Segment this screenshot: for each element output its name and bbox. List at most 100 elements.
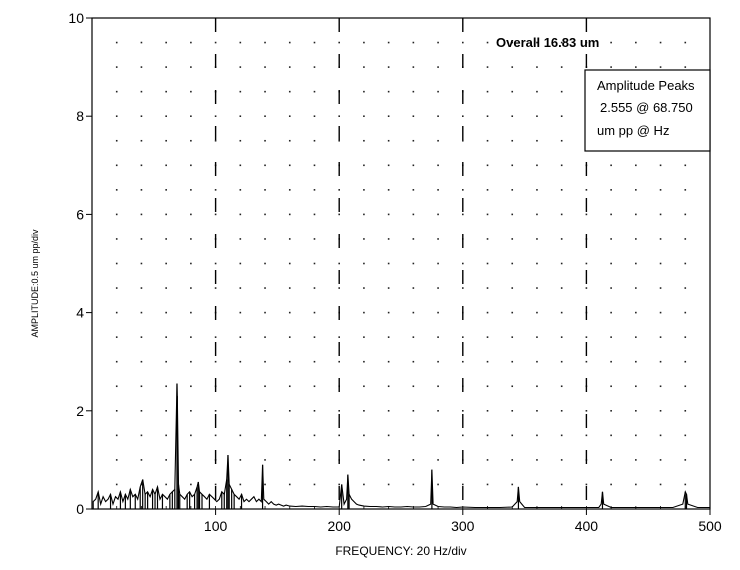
grid-dot <box>140 287 143 289</box>
grid-dot <box>115 90 118 93</box>
grid-dot <box>239 262 242 265</box>
grid-dot <box>511 213 514 216</box>
x-tick-label: 200 <box>328 518 352 534</box>
grid-dot <box>412 189 415 191</box>
grid-dot <box>288 262 291 265</box>
grid-dot <box>387 287 390 289</box>
grid-dot <box>610 336 612 338</box>
grid-dot <box>412 66 415 68</box>
grid-dot <box>387 311 390 314</box>
grid-dot <box>190 139 192 142</box>
grid-dot <box>684 66 687 68</box>
grid-dot <box>659 483 662 486</box>
grid-dot <box>239 139 242 142</box>
grid-dot <box>264 483 266 486</box>
grid-dot <box>610 434 612 437</box>
grid-dot <box>239 213 242 216</box>
grid-dot <box>115 213 118 216</box>
grid-dot <box>264 385 266 388</box>
grid-dot <box>140 360 143 363</box>
grid-dot <box>635 287 637 289</box>
grid-dot <box>288 287 291 289</box>
grid-dot <box>610 164 612 167</box>
grid-dot <box>190 287 192 289</box>
grid-dot <box>684 483 687 486</box>
grid-dot <box>140 410 143 412</box>
grid-dot <box>437 189 439 191</box>
grid-dot <box>412 385 415 388</box>
grid-dot <box>560 410 563 412</box>
grid-dot <box>412 90 415 93</box>
grid-dot <box>115 434 118 437</box>
grid-dot <box>560 287 563 289</box>
grid-dot <box>585 336 588 338</box>
grid-dot <box>165 287 167 289</box>
grid-dot <box>659 213 662 216</box>
grid-dot <box>115 238 118 240</box>
grid-dot <box>511 410 514 412</box>
grid-dot <box>115 311 118 314</box>
grid-dot <box>313 483 316 486</box>
grid-dot <box>610 213 612 216</box>
grid-dot <box>635 213 637 216</box>
grid-dot <box>412 238 415 240</box>
grid-dot <box>437 410 439 412</box>
grid-dot <box>486 213 489 216</box>
grid-dot <box>610 238 612 240</box>
grid-dot <box>659 41 662 44</box>
grid-dot <box>511 483 514 486</box>
grid-dot <box>462 41 464 44</box>
grid-dot <box>610 189 612 191</box>
grid-dot <box>140 41 143 44</box>
amplitude-peaks-box: Amplitude Peaks 2.555 @ 68.750 um pp @ H… <box>584 69 711 152</box>
grid-dot <box>165 115 167 117</box>
grid-dot <box>363 336 365 338</box>
grid-dot <box>288 139 291 142</box>
grid-dot <box>585 213 588 216</box>
grid-dot <box>288 483 291 486</box>
grid-dot <box>115 115 118 117</box>
grid-dot <box>338 213 340 216</box>
grid-dot <box>560 459 563 461</box>
grid-dot <box>363 139 365 142</box>
grid-dot <box>412 311 415 314</box>
grid-dot <box>363 483 365 486</box>
grid-dot <box>437 483 439 486</box>
grid-dot <box>511 287 514 289</box>
grid-dot <box>115 189 118 191</box>
grid-dot <box>585 287 588 289</box>
grid-dot <box>214 410 217 412</box>
grid-dot <box>610 66 612 68</box>
peak-box-frame <box>584 69 711 152</box>
grid-dot <box>635 311 637 314</box>
grid-dot <box>338 287 340 289</box>
grid-dot <box>338 262 340 265</box>
grid-dot <box>338 139 340 142</box>
grid-dot <box>560 41 563 44</box>
grid-dot <box>165 434 167 437</box>
grid-dot <box>288 385 291 388</box>
grid-dot <box>190 238 192 240</box>
grid-dot <box>462 336 464 338</box>
grid-dot <box>659 385 662 388</box>
grid-dot <box>511 434 514 437</box>
grid-dot <box>412 139 415 142</box>
grid-dot <box>610 311 612 314</box>
grid-dot <box>387 164 390 167</box>
grid-dot <box>165 336 167 338</box>
grid-dot <box>437 164 439 167</box>
grid-dot <box>288 41 291 44</box>
grid-dot <box>264 213 266 216</box>
grid-dot <box>363 410 365 412</box>
grid-dot <box>239 115 242 117</box>
grid-dot <box>190 434 192 437</box>
grid-dot <box>684 360 687 363</box>
x-tick-label: 100 <box>204 518 228 534</box>
grid-dot <box>239 410 242 412</box>
grid-dot <box>115 164 118 167</box>
grid-dot <box>412 164 415 167</box>
grid-dot <box>585 483 588 486</box>
grid-dot <box>338 41 340 44</box>
grid-dot <box>288 66 291 68</box>
grid-dot <box>536 459 538 461</box>
